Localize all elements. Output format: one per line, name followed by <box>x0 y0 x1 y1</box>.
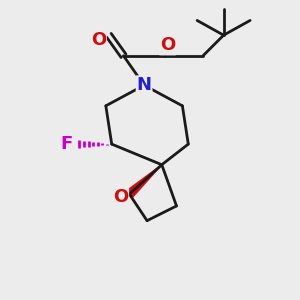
Text: O: O <box>91 31 106 49</box>
Text: F: F <box>60 135 72 153</box>
Polygon shape <box>126 165 162 197</box>
Text: O: O <box>160 37 175 55</box>
Text: N: N <box>136 76 152 94</box>
Text: O: O <box>113 188 128 206</box>
